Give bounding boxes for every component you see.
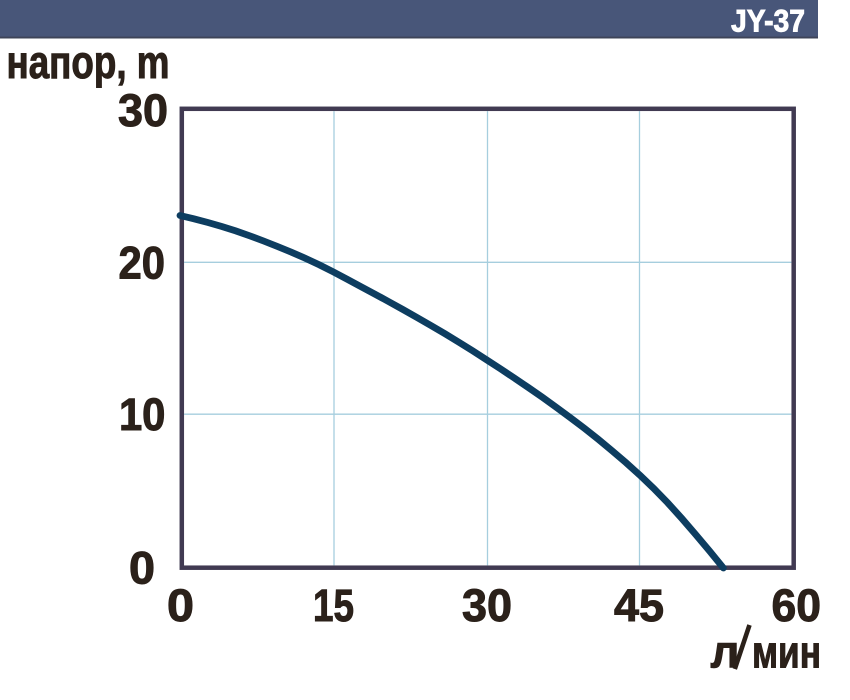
svg-text:60: 60 [772,580,822,631]
svg-text:л: л [711,627,740,678]
svg-text:15: 15 [313,580,354,631]
svg-text:мин: мин [752,627,821,678]
svg-text:напор, m: напор, m [7,36,170,88]
svg-text:30: 30 [118,85,168,136]
svg-text:20: 20 [119,237,166,288]
svg-text:45: 45 [614,580,664,631]
svg-text:30: 30 [462,580,512,631]
svg-text:10: 10 [119,389,166,440]
svg-text:0: 0 [129,543,155,594]
svg-text:0: 0 [167,580,194,631]
svg-text:JY-37: JY-37 [731,3,805,39]
